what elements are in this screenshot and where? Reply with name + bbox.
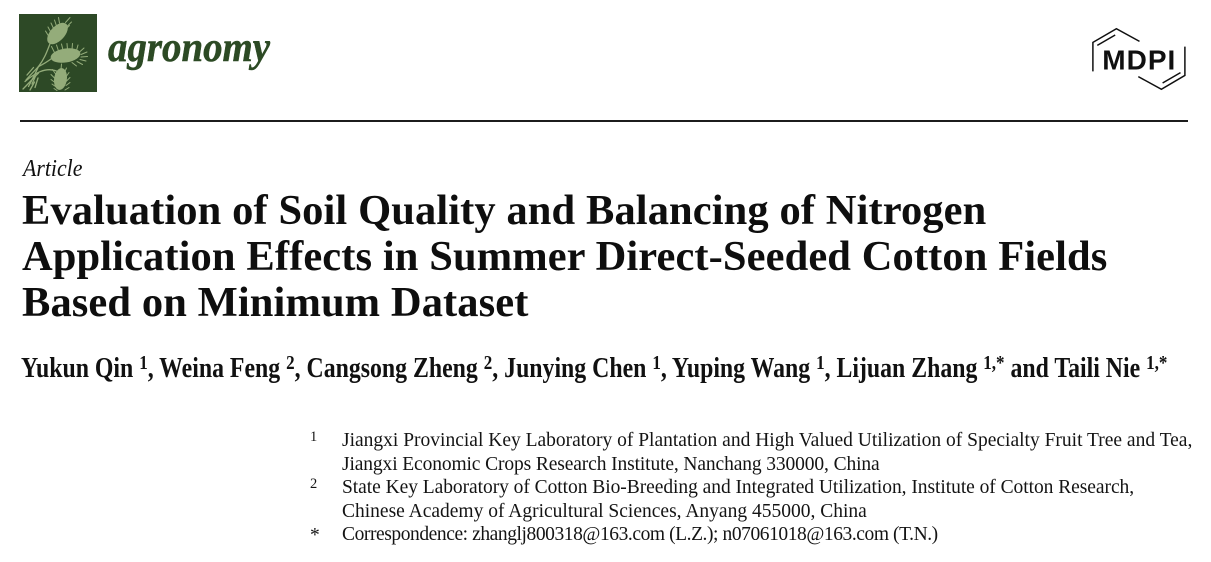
svg-text:MDPI: MDPI xyxy=(1102,45,1175,76)
